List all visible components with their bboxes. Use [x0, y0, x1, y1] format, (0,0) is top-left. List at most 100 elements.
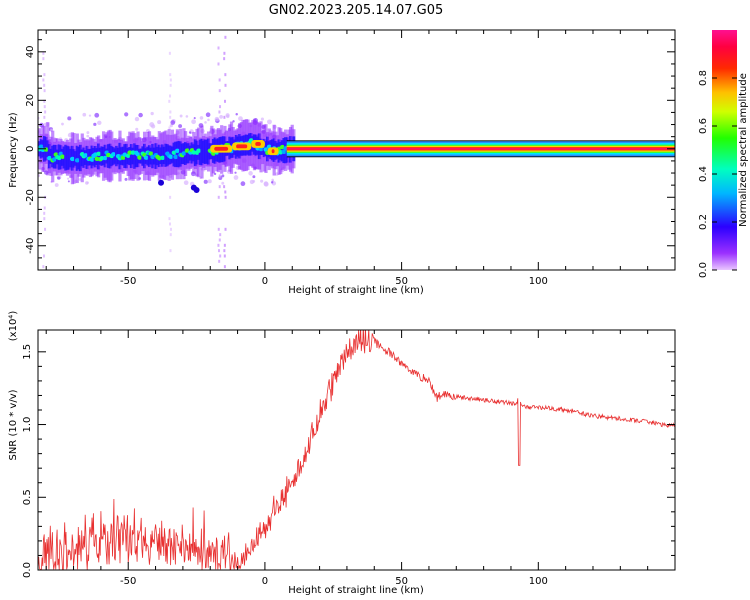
ridge-peak — [236, 144, 248, 149]
noise-speck — [193, 117, 196, 120]
bottom-y-tick-label: 0.5 — [22, 489, 33, 505]
ridge-band — [200, 138, 204, 166]
noise-speck — [169, 222, 172, 226]
noise-speck — [43, 105, 46, 109]
noise-speck — [42, 51, 45, 55]
ridge-band — [85, 145, 89, 169]
ridge-core — [89, 157, 95, 162]
noise-speck — [86, 181, 89, 185]
bottom-y-tick-label: 1.5 — [22, 344, 33, 360]
ridge-core — [160, 155, 166, 161]
noise-speck — [225, 113, 230, 118]
noise-speck — [217, 62, 220, 66]
ridge-band — [133, 143, 137, 169]
noise-speck — [124, 177, 128, 181]
bottom-plot-frame — [37, 329, 676, 571]
noise-speck — [86, 131, 90, 135]
steady-band — [286, 147, 675, 150]
noise-speck — [43, 115, 46, 119]
noise-speck — [238, 116, 243, 121]
top-y-tick-label: -20 — [25, 189, 36, 205]
noise-speck — [224, 227, 227, 231]
noise-speck — [168, 126, 171, 130]
bottom-x-tick-label: 0 — [262, 576, 268, 587]
bottom-y-tick-label: 0.0 — [22, 562, 33, 578]
top-x-axis-label: Height of straight line (km) — [288, 285, 424, 296]
noise-speck — [185, 115, 189, 118]
noise-speck — [42, 57, 45, 61]
noise-speck — [217, 227, 220, 231]
colorbar-label: Normalized spectral amplitude — [738, 73, 749, 227]
noise-speck — [94, 112, 100, 118]
noise-speck — [168, 217, 171, 221]
noise-speck — [169, 233, 172, 237]
noise-speck — [260, 179, 264, 183]
ridge-band — [51, 145, 55, 168]
noise-speck — [57, 176, 61, 180]
bottom-x-tick-label: 100 — [529, 576, 548, 587]
noise-speck — [223, 265, 226, 269]
noise-speck — [207, 179, 212, 184]
ridge-band — [205, 139, 209, 164]
ridge-band — [131, 147, 135, 165]
noise-speck — [240, 181, 246, 187]
ridge-band — [170, 146, 174, 163]
noise-speck — [43, 83, 46, 87]
top-x-tick-label: 50 — [395, 276, 408, 287]
noise-speck — [223, 115, 226, 119]
bottom-y-tick-label: 1.0 — [22, 417, 33, 433]
ridge-band — [95, 148, 99, 165]
ridge-core — [263, 147, 269, 152]
colorbar-gradient — [712, 30, 737, 270]
noise-speck — [169, 73, 172, 77]
noise-speck — [138, 112, 143, 118]
ridge-core — [69, 156, 75, 162]
bottom-y-axis-label: SNR (10 * v/v) — [8, 389, 19, 460]
noise-speck — [178, 124, 183, 129]
noise-speck — [223, 243, 226, 247]
top-y-tick-label: 0 — [25, 146, 36, 152]
top-x-tick-label: -50 — [120, 276, 136, 287]
noise-speck — [218, 185, 221, 189]
snr-plot-area — [38, 330, 675, 570]
noise-speck — [218, 259, 221, 263]
noise-speck — [223, 51, 226, 55]
noise-speck — [179, 114, 183, 118]
ridge-peak — [214, 146, 229, 151]
top-y-axis-label: Frequency (Hz) — [8, 112, 19, 188]
noise-speck — [169, 110, 172, 114]
noise-speck — [218, 110, 221, 114]
colorbar-tick-label: 0.4 — [698, 166, 709, 182]
noise-speck — [218, 89, 221, 93]
noise-speck — [42, 78, 45, 82]
noise-speck — [157, 120, 162, 125]
noise-speck — [270, 181, 274, 184]
top-plot-frame — [37, 29, 676, 271]
noise-speck — [219, 233, 222, 237]
bottom-x-axis-label: Height of straight line (km) — [288, 585, 424, 596]
noise-speck — [221, 181, 225, 185]
noise-speck — [42, 265, 45, 269]
noise-speck — [219, 254, 222, 258]
ridge-band — [98, 147, 102, 165]
noise-speck — [224, 73, 227, 77]
noise-speck — [169, 195, 172, 199]
ridge-band — [162, 146, 166, 165]
top-y-tick-label: -40 — [25, 238, 36, 254]
spectrogram-plot-area — [38, 35, 675, 269]
noise-speck — [218, 78, 221, 82]
ridge-peak — [271, 149, 275, 154]
ridge-band — [97, 143, 101, 170]
bottom-x-tick-label: 50 — [395, 576, 408, 587]
ridge-core — [174, 148, 180, 153]
ridge-core — [60, 154, 66, 159]
ridge-band — [52, 144, 56, 169]
ridge-core — [96, 151, 102, 157]
noise-speck — [219, 105, 222, 109]
ridge-band — [77, 146, 81, 170]
noise-speck — [67, 116, 72, 121]
noise-speck — [217, 195, 220, 199]
noise-speck — [66, 177, 70, 180]
noise-speck — [149, 122, 155, 128]
